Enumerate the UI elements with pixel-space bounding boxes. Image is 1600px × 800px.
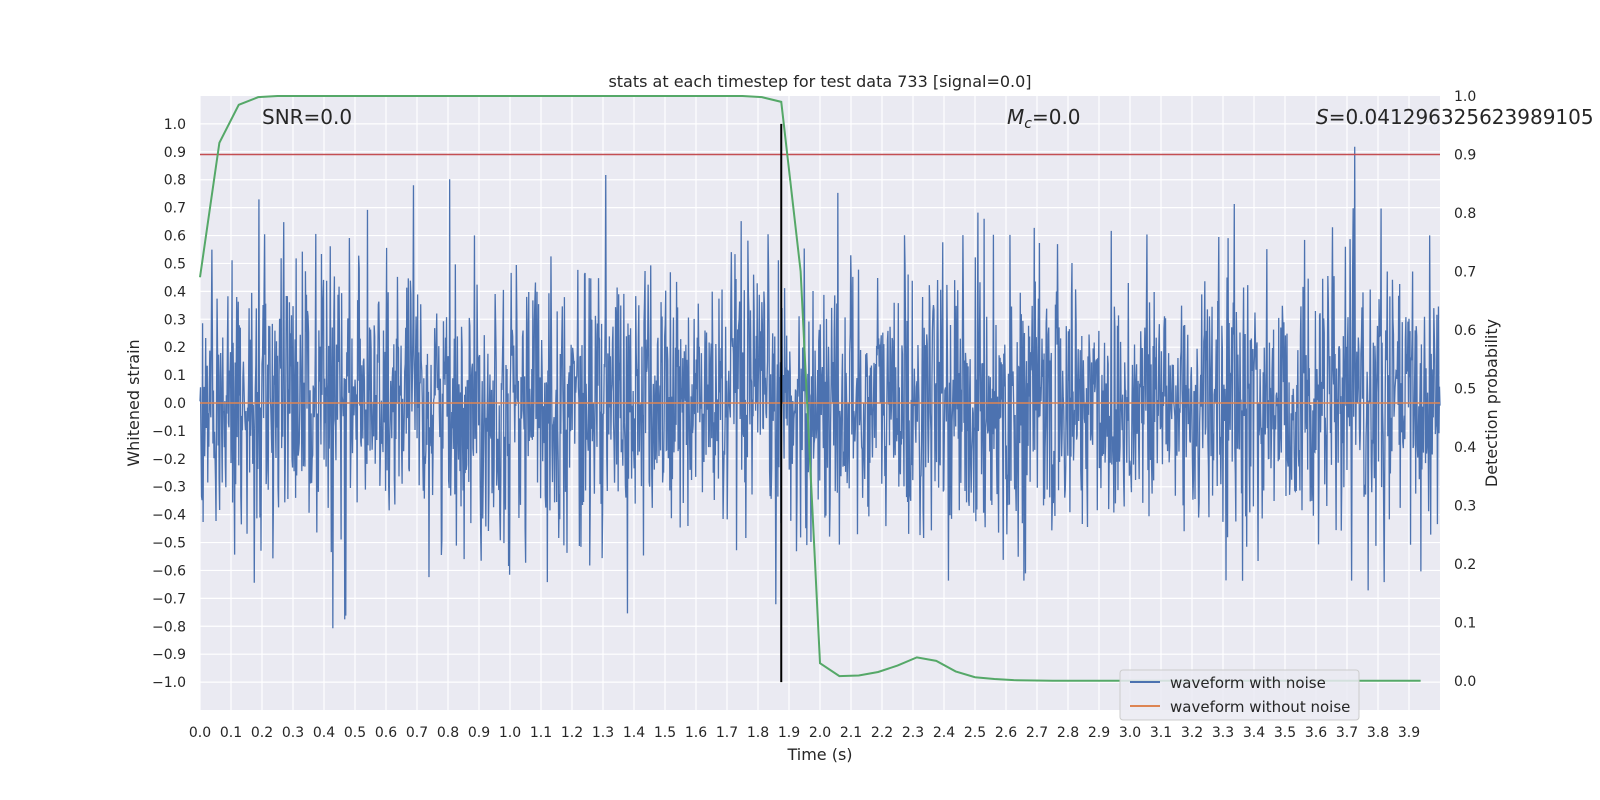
x-tick-label-33: 3.3 [1212, 725, 1234, 741]
y-tick-label-10: 0.0 [164, 396, 186, 412]
x-tick-label-13: 1.3 [592, 725, 614, 741]
y2-tick-label-3: 0.7 [1454, 264, 1476, 280]
y2-tick-label-7: 0.3 [1454, 498, 1476, 514]
y-tick-label-2: 0.8 [164, 173, 186, 189]
y-tick-label-20: −1.0 [152, 675, 186, 691]
x-tick-label-11: 1.1 [530, 725, 552, 741]
x-tick-label-39: 3.9 [1398, 725, 1420, 741]
annotation-mc-subscript: c [1024, 116, 1032, 132]
annotation-s: S=0.041296325623989105 [1316, 105, 1594, 129]
x-tick-label-35: 3.5 [1274, 725, 1296, 741]
x-tick-label-31: 3.1 [1150, 725, 1172, 741]
x-tick-label-38: 3.8 [1367, 725, 1389, 741]
annotation-mc-value: =0.0 [1032, 105, 1081, 129]
y2-tick-label-8: 0.2 [1454, 557, 1476, 573]
x-tick-label-28: 2.8 [1057, 725, 1079, 741]
x-tick-label-24: 2.4 [933, 725, 955, 741]
x-tick-label-12: 1.2 [561, 725, 583, 741]
series-line-detection-probability [199, 95, 1421, 682]
x-tick-label-21: 2.1 [840, 725, 862, 741]
annotation-s-value: =0.041296325623989105 [1329, 105, 1594, 129]
x-tick-label-7: 0.7 [406, 725, 428, 741]
x-tick-label-15: 1.5 [654, 725, 676, 741]
x-tick-label-9: 0.9 [468, 725, 490, 741]
y-tick-label-1: 0.9 [164, 145, 186, 161]
x-tick-label-32: 3.2 [1181, 725, 1203, 741]
y-tick-label-16: −0.6 [152, 563, 186, 579]
y2-tick-label-0: 1.0 [1454, 89, 1476, 105]
x-tick-label-17: 1.7 [716, 725, 738, 741]
x-tick-label-25: 2.5 [964, 725, 986, 741]
y2-tick-label-1: 0.9 [1454, 147, 1476, 163]
y2-tick-label-10: 0.0 [1454, 674, 1476, 690]
y-tick-label-7: 0.3 [164, 312, 186, 328]
y-tick-label-14: −0.4 [152, 508, 186, 524]
legend: waveform with noise waveform without noi… [1119, 669, 1360, 721]
x-tick-label-8: 0.8 [437, 725, 459, 741]
x-tick-label-5: 0.5 [344, 725, 366, 741]
x-tick-label-19: 1.9 [778, 725, 800, 741]
x-tick-label-37: 3.7 [1336, 725, 1358, 741]
y-tick-label-19: −0.9 [152, 647, 186, 663]
x-tick-label-20: 2.0 [809, 725, 831, 741]
x-tick-label-29: 2.9 [1088, 725, 1110, 741]
x-tick-label-30: 3.0 [1119, 725, 1141, 741]
y-tick-label-17: −0.7 [152, 591, 186, 607]
x-tick-label-14: 1.4 [623, 725, 645, 741]
x-tick-label-26: 2.6 [995, 725, 1017, 741]
y-axis-label: Whitened strain [124, 339, 143, 466]
y2-tick-label-6: 0.4 [1454, 440, 1476, 456]
y2-tick-label-5: 0.5 [1454, 381, 1476, 397]
y-tick-label-15: −0.5 [152, 536, 186, 552]
y2-tick-label-2: 0.8 [1454, 206, 1476, 222]
x-tick-label-6: 0.6 [375, 725, 397, 741]
annotation-s-symbol: S [1316, 105, 1329, 129]
legend-label-waveform-without-noise: waveform without noise [1170, 698, 1350, 716]
y-tick-label-4: 0.6 [164, 229, 186, 245]
y-tick-label-6: 0.4 [164, 284, 186, 300]
y-tick-label-13: −0.3 [152, 480, 186, 496]
y2-tick-labels: 1.0 0.9 0.8 0.7 0.6 0.5 0.4 0.3 0.2 0.1 0.0 [1454, 89, 1476, 690]
y2-axis-label: Detection probability [1482, 319, 1501, 487]
x-tick-label-0: 0.0 [189, 725, 211, 741]
x-tick-labels: 0.0 0.1 0.2 0.3 0.4 0.5 0.6 0.7 0.8 0.9 1.0 1.1 1.2 1… [189, 725, 1420, 741]
y-tick-labels: 1.0 0.9 0.8 0.7 0.6 0.5 0.4 0.3 0.2 0.1 0.0 −0.1 −0.… [152, 117, 186, 691]
annotation-mc-symbol: M [1007, 105, 1024, 129]
x-tick-label-16: 1.6 [685, 725, 707, 741]
y2-tick-label-4: 0.6 [1454, 323, 1476, 339]
y-tick-label-0: 1.0 [164, 117, 186, 133]
y2-tick-label-9: 0.1 [1454, 615, 1476, 631]
y-tick-label-3: 0.7 [164, 201, 186, 217]
legend-label-waveform-with-noise: waveform with noise [1170, 674, 1326, 692]
x-tick-label-4: 0.4 [313, 725, 335, 741]
annotation-snr: SNR=0.0 [262, 105, 352, 129]
y-tick-label-5: 0.5 [164, 256, 186, 272]
y-tick-label-12: −0.2 [152, 452, 186, 468]
x-tick-label-18: 1.8 [747, 725, 769, 741]
x-tick-label-36: 3.6 [1305, 725, 1327, 741]
x-tick-label-2: 0.2 [251, 725, 273, 741]
x-tick-label-1: 0.1 [220, 725, 242, 741]
x-tick-label-27: 2.7 [1026, 725, 1048, 741]
chart-title: stats at each timestep for test data 733… [608, 72, 1031, 91]
legend-box [1119, 669, 1360, 721]
x-tick-label-23: 2.3 [902, 725, 924, 741]
x-tick-label-22: 2.2 [871, 725, 893, 741]
y-tick-label-8: 0.2 [164, 340, 186, 356]
x-tick-label-34: 3.4 [1243, 725, 1265, 741]
x-tick-label-3: 0.3 [282, 725, 304, 741]
x-tick-label-10: 1.0 [499, 725, 521, 741]
y-tick-label-18: −0.8 [152, 619, 186, 635]
x-axis-label: Time (s) [786, 745, 852, 764]
annotation-mc: Mc=0.0 [1007, 105, 1081, 132]
y-tick-label-11: −0.1 [152, 424, 186, 440]
y-tick-label-9: 0.1 [164, 368, 186, 384]
